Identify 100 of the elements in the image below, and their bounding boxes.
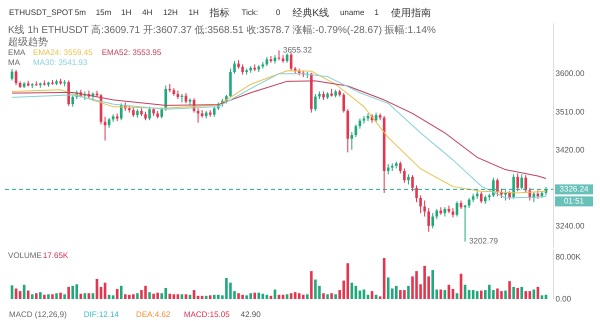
chart-title: VOLUME xyxy=(8,251,42,260)
bar xyxy=(128,294,131,299)
bar xyxy=(536,286,540,299)
bar xyxy=(184,294,188,299)
bar xyxy=(322,293,325,299)
y-tick-label: 3510.00 xyxy=(556,107,585,116)
text: 1 xyxy=(374,8,380,17)
candlestick xyxy=(241,64,244,76)
bar xyxy=(96,279,98,299)
text: uname xyxy=(340,8,365,17)
bar xyxy=(399,290,402,299)
candlestick xyxy=(431,212,434,229)
bar xyxy=(249,293,252,299)
candlestick xyxy=(71,95,74,108)
bar xyxy=(456,293,458,299)
y-tick-label: 3600.00 xyxy=(556,69,585,78)
candlestick xyxy=(419,194,422,214)
candlestick xyxy=(427,208,430,232)
bar xyxy=(460,274,462,299)
candlestick xyxy=(132,107,135,118)
bar xyxy=(92,293,94,299)
text: EMA24: 3559.45 xyxy=(33,48,94,57)
bar xyxy=(164,288,168,299)
bar xyxy=(452,289,454,299)
bar xyxy=(245,295,248,299)
candlestick xyxy=(435,208,438,220)
candlestick xyxy=(456,200,458,218)
y-tick-label: 0.00 xyxy=(556,294,572,304)
bar xyxy=(120,286,123,299)
text: 1H xyxy=(188,8,199,17)
bar xyxy=(282,294,284,299)
bar xyxy=(346,263,350,299)
bar xyxy=(354,286,358,299)
bar xyxy=(241,294,244,299)
candlestick xyxy=(452,208,454,218)
text: 使用指南 xyxy=(390,7,431,19)
text: Tick: xyxy=(241,8,258,17)
annotation: 3202.79 xyxy=(469,236,499,246)
bar xyxy=(55,293,58,299)
candlestick xyxy=(444,206,446,218)
chart-title: K线 1h ETHUSDT 高:3609.71 开:3607.37 低:3568.51 收:3578.7 涨幅:-0.79%(-28.67) 振幅:1.14% xyxy=(8,24,436,36)
candlestick xyxy=(516,172,519,192)
bar xyxy=(266,294,268,299)
text: EMA52: 3553.95 xyxy=(102,48,162,57)
bar xyxy=(350,282,354,299)
bar xyxy=(440,290,442,299)
bar xyxy=(30,294,34,299)
candlestick xyxy=(286,52,288,64)
candlestick xyxy=(464,204,466,242)
bar xyxy=(172,294,176,299)
bar xyxy=(237,293,240,299)
bar xyxy=(520,286,524,299)
candlestick xyxy=(350,132,354,150)
bar xyxy=(314,280,317,299)
bar xyxy=(225,278,228,299)
bar xyxy=(253,292,256,299)
bar xyxy=(330,293,333,299)
candlestick xyxy=(14,69,18,86)
bar xyxy=(294,292,296,299)
candlestick xyxy=(492,177,495,198)
bar xyxy=(108,294,110,299)
candlestick xyxy=(266,56,268,67)
bar xyxy=(188,294,192,299)
bar xyxy=(290,293,292,299)
candlestick xyxy=(411,174,414,192)
candlestick xyxy=(314,94,317,112)
text: MACD:15.05 xyxy=(184,310,230,319)
candlestick xyxy=(386,164,390,175)
bar xyxy=(382,258,386,299)
bar xyxy=(136,293,139,299)
bar xyxy=(374,294,378,299)
bar xyxy=(298,293,301,299)
bar xyxy=(524,291,528,299)
text: DIF:12.14 xyxy=(84,310,120,319)
bar xyxy=(43,294,46,299)
bar xyxy=(140,290,143,299)
bar xyxy=(34,293,38,299)
y-tick-label: 80.00K xyxy=(556,252,582,262)
text: 指标 xyxy=(208,7,230,19)
bar xyxy=(476,291,479,299)
bar xyxy=(504,290,507,299)
candlestick xyxy=(290,52,292,72)
bar xyxy=(528,291,532,299)
bar xyxy=(200,296,204,299)
bar xyxy=(508,281,511,299)
text: MACD (12,26,9) xyxy=(9,310,68,319)
bar xyxy=(14,288,18,299)
bar xyxy=(67,286,70,299)
bar xyxy=(176,294,180,299)
candlestick xyxy=(354,124,358,138)
candlestick xyxy=(520,174,524,190)
text: 1H xyxy=(121,8,132,17)
candlestick xyxy=(104,116,106,141)
text: 01:51 xyxy=(564,196,585,206)
bar xyxy=(192,290,196,299)
candlestick xyxy=(212,106,216,118)
bar xyxy=(448,284,450,299)
bar xyxy=(124,294,127,299)
candlestick xyxy=(148,106,151,121)
candlestick xyxy=(524,174,528,194)
